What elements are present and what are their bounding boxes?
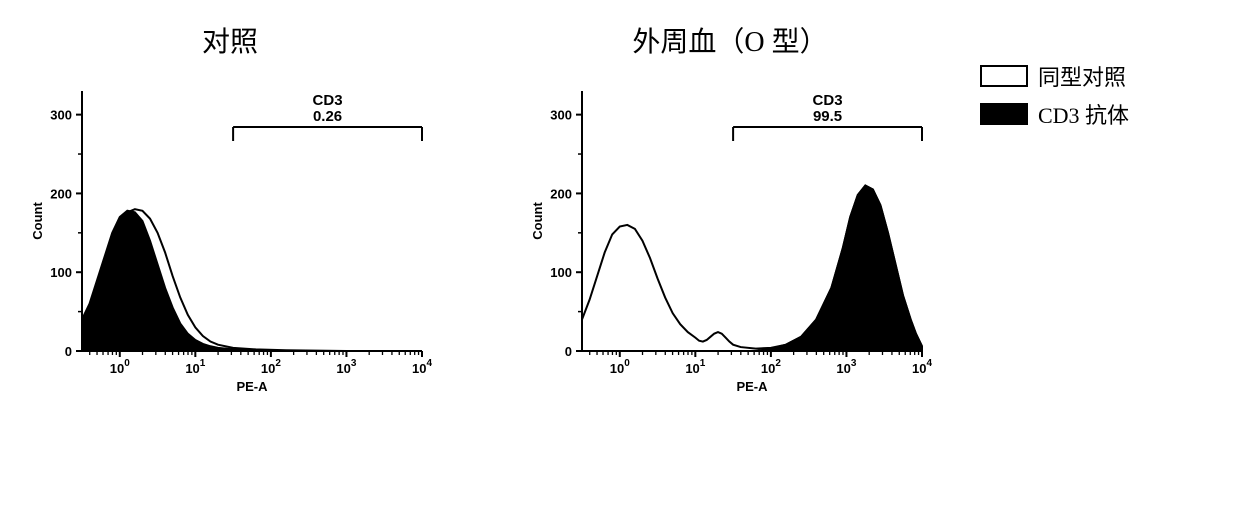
y-tick-label: 200 — [550, 186, 572, 201]
legend-row-isotype: 同型对照 — [980, 60, 1129, 92]
legend-swatch-cd3 — [980, 103, 1028, 125]
x-tick-label: 100 — [610, 358, 630, 376]
x-tick-label: 104 — [412, 358, 432, 376]
legend-swatch-isotype — [980, 65, 1028, 87]
y-tick-label: 100 — [50, 265, 72, 280]
x-axis-label: PE-A — [236, 379, 268, 394]
y-tick-label: 200 — [50, 186, 72, 201]
legend-row-cd3: CD3 抗体 — [980, 98, 1129, 130]
x-tick-label: 102 — [761, 358, 781, 376]
gate-value: 99.5 — [813, 108, 842, 125]
panel-1: 外周血（O 型） 0 100 200 300 100 101 102 103 104 PE-A Cou… — [520, 20, 940, 446]
x-tick-label: 102 — [261, 358, 281, 376]
y-tick-label: 0 — [565, 344, 572, 359]
y-tick-label: 0 — [65, 344, 72, 359]
x-tick-label: 103 — [336, 358, 356, 376]
y-axis-label: Count — [30, 202, 45, 240]
y-tick-label: 300 — [50, 108, 72, 123]
x-tick-label: 100 — [110, 358, 130, 376]
panel-title: 对照 — [202, 20, 258, 60]
y-tick-label: 300 — [550, 108, 572, 123]
legend: 同型对照 CD3 抗体 — [980, 60, 1129, 130]
figure-root: 对照0100200300100101102103104PE-ACountCD30… — [20, 20, 1220, 446]
histogram-plot: 0 100 200 300 100 101 102 103 104 PE-A Count CD30.2… — [20, 66, 440, 446]
panel-0: 对照 0 100 200 300 100 101 102 103 104 PE-A Count CD30… — [20, 20, 440, 446]
series-filled — [82, 211, 422, 351]
x-tick-label: 103 — [836, 358, 856, 376]
histogram-plot: 0 100 200 300 100 101 102 103 104 PE-A Count CD399.… — [520, 66, 940, 446]
x-tick-label: 101 — [685, 358, 705, 376]
x-axis-label: PE-A — [736, 379, 768, 394]
gate-value: 0.26 — [313, 108, 342, 125]
y-axis-label: Count — [530, 202, 545, 240]
panels-container: 对照0100200300100101102103104PE-ACountCD30… — [20, 20, 940, 446]
x-tick-label: 101 — [185, 358, 205, 376]
panel-title: 外周血（O 型） — [632, 20, 827, 60]
x-tick-label: 104 — [912, 358, 932, 376]
legend-label-isotype: 同型对照 — [1038, 60, 1126, 92]
legend-label-cd3: CD3 抗体 — [1038, 98, 1129, 130]
y-tick-label: 100 — [550, 265, 572, 280]
gate-label: CD3 — [313, 92, 343, 109]
gate-label: CD3 — [813, 92, 843, 109]
